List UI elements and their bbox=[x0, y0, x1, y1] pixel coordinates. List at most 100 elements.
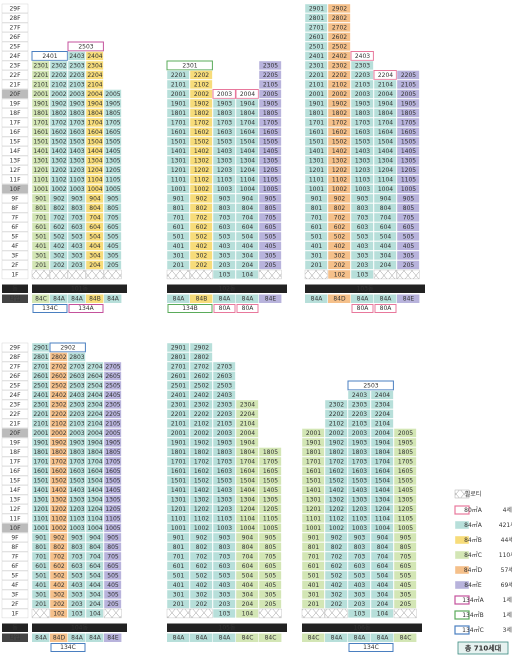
unit-number: 2403 bbox=[217, 392, 232, 399]
building-label: 동 bbox=[12, 286, 18, 293]
unit-cell bbox=[370, 475, 394, 486]
unit-cell bbox=[189, 380, 213, 391]
unit-cell bbox=[166, 212, 190, 223]
floor-label: 15F bbox=[9, 138, 21, 145]
floor-label: 26F bbox=[9, 34, 21, 41]
unit-cell bbox=[235, 127, 259, 137]
floor-label: 4F bbox=[11, 582, 19, 589]
unit-cell bbox=[103, 165, 122, 175]
unit-number: 1805 bbox=[105, 449, 120, 456]
unit-number: 2602 bbox=[194, 373, 209, 380]
unit-number: 2702 bbox=[51, 363, 66, 370]
unit-number: 1003 bbox=[217, 525, 232, 532]
unit-number: 401 bbox=[173, 243, 185, 250]
unit-cell bbox=[350, 146, 374, 156]
unit-cell bbox=[103, 542, 122, 552]
unit-cell bbox=[67, 418, 86, 429]
unit-number: 2001 bbox=[309, 91, 324, 98]
unit-cell bbox=[370, 504, 394, 514]
unit-cell bbox=[258, 222, 282, 232]
unit-number: 2503 bbox=[217, 382, 232, 389]
unit-cell bbox=[258, 532, 282, 543]
unit-cell bbox=[67, 485, 86, 495]
unit-number: 1002 bbox=[51, 525, 66, 532]
floor-cell bbox=[1, 32, 29, 42]
unit-cell bbox=[393, 494, 417, 505]
unit-cell bbox=[324, 599, 348, 609]
unit-cell bbox=[393, 561, 417, 571]
unit-cell bbox=[67, 551, 86, 562]
unit-number: 305 bbox=[265, 252, 277, 259]
unit-cell bbox=[31, 570, 50, 581]
unit-number: 2201 bbox=[33, 72, 48, 79]
floor-cell bbox=[1, 342, 29, 353]
unit-number: 1503 bbox=[217, 138, 232, 145]
floor-label: 5F bbox=[11, 233, 19, 240]
unit-number: 2302 bbox=[51, 401, 66, 408]
unit-cell bbox=[49, 203, 68, 213]
type-name: 84A bbox=[35, 635, 48, 642]
floor-label: 21F bbox=[9, 81, 21, 88]
unit-cell bbox=[49, 428, 68, 438]
floor-cell bbox=[1, 589, 29, 600]
floor-label: 27F bbox=[9, 24, 21, 31]
unit-number: 903 bbox=[219, 534, 231, 541]
unit-cell bbox=[189, 231, 213, 242]
unit-cell bbox=[49, 561, 68, 571]
floor-cell bbox=[1, 146, 29, 156]
unit-cell bbox=[304, 203, 328, 213]
unit-number: 1001 bbox=[171, 525, 186, 532]
unit-number: 2403 bbox=[352, 392, 367, 399]
unit-number: 805 bbox=[107, 544, 119, 551]
floor-label: 20F bbox=[9, 91, 21, 98]
unit-number: 1803 bbox=[352, 449, 367, 456]
type-cell bbox=[348, 633, 371, 642]
type-cell bbox=[374, 294, 397, 303]
unit-cell bbox=[49, 380, 68, 391]
unit-cell bbox=[235, 184, 259, 194]
floor-cell bbox=[1, 203, 29, 213]
unit-cell bbox=[304, 98, 328, 109]
unit-number: 502 bbox=[196, 233, 208, 240]
unit-cell bbox=[350, 222, 374, 232]
unit-number: 403 bbox=[219, 243, 231, 250]
unit-cell bbox=[103, 551, 122, 562]
unit-number: 1504 bbox=[87, 477, 102, 484]
unit-number: 503 bbox=[219, 233, 231, 240]
unit-number: 702 bbox=[334, 214, 346, 221]
unit-cell bbox=[31, 599, 50, 609]
pilotis-cell bbox=[258, 608, 282, 619]
unit-cell bbox=[103, 193, 122, 204]
unit-cell bbox=[85, 203, 104, 213]
unit-cell bbox=[85, 127, 104, 137]
type-name: 84A bbox=[196, 635, 209, 642]
unit-cell bbox=[49, 79, 68, 90]
type-name: 84A bbox=[357, 296, 370, 303]
unit-number: 302 bbox=[331, 591, 343, 598]
unit-cell bbox=[103, 89, 122, 99]
legend-label: 84㎡D bbox=[464, 566, 483, 574]
unit-cell bbox=[235, 212, 259, 223]
unit-cell bbox=[347, 447, 371, 457]
unit-cell bbox=[350, 184, 374, 194]
unit-number: 2103 bbox=[352, 420, 367, 427]
unit-cell bbox=[324, 399, 348, 410]
type-label: 타입 bbox=[9, 295, 20, 303]
unit-number: 1602 bbox=[329, 468, 344, 475]
unit-number: 605 bbox=[265, 224, 277, 231]
unit-number: 2204 bbox=[375, 411, 390, 418]
unit-cell bbox=[166, 513, 190, 524]
unit-cell bbox=[347, 494, 371, 505]
unit-cell bbox=[258, 250, 282, 261]
unit-number: 1003 bbox=[352, 525, 367, 532]
unit-number: 1201 bbox=[33, 167, 48, 174]
pilotis-cell bbox=[103, 608, 122, 619]
unit-number: 2201 bbox=[309, 72, 324, 79]
unit-number: 1701 bbox=[171, 119, 186, 126]
floor-cell bbox=[1, 184, 29, 194]
unit-cell bbox=[370, 608, 394, 619]
unit-number: 103 bbox=[354, 610, 366, 617]
unit-number: 1102 bbox=[51, 176, 66, 183]
unit-number: 1905 bbox=[398, 439, 413, 446]
unit-cell bbox=[396, 136, 420, 147]
